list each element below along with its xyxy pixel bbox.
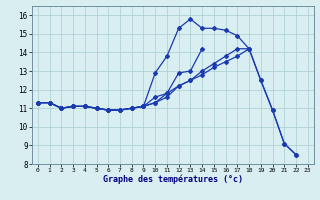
X-axis label: Graphe des températures (°c): Graphe des températures (°c) bbox=[103, 175, 243, 184]
